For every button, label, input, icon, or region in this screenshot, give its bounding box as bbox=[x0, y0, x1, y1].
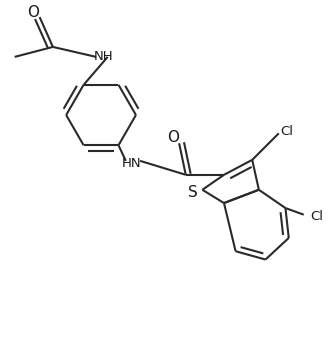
Text: O: O bbox=[167, 130, 179, 145]
Text: HN: HN bbox=[122, 157, 142, 170]
Text: S: S bbox=[188, 185, 198, 200]
Text: O: O bbox=[27, 5, 40, 20]
Text: Cl: Cl bbox=[281, 125, 293, 138]
Text: NH: NH bbox=[93, 50, 113, 63]
Text: Cl: Cl bbox=[310, 210, 323, 223]
